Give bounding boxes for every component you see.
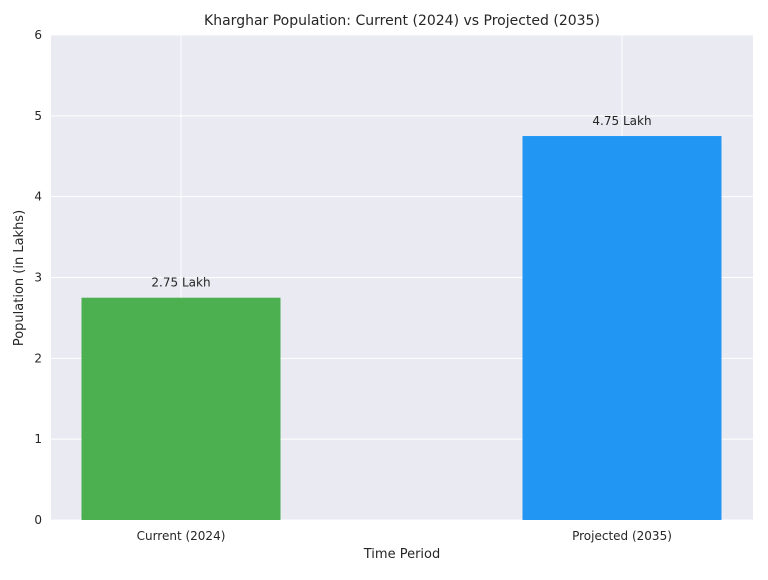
x-tick-label: Current (2024) [137, 529, 226, 543]
data-label: 2.75 Lakh [151, 276, 210, 290]
y-tick-label: 1 [34, 432, 42, 446]
data-labels: 2.75 Lakh 4.75 Lakh [151, 114, 651, 290]
y-tick-label: 4 [34, 190, 42, 204]
data-label: 4.75 Lakh [592, 114, 651, 128]
bar-current-2024 [81, 297, 281, 520]
y-tick-label: 2 [34, 351, 42, 365]
y-tick-labels: 0 1 2 3 4 5 6 [34, 28, 42, 527]
y-tick-label: 6 [34, 28, 42, 42]
x-tick-label: Projected (2035) [572, 529, 672, 543]
bar-projected-2035 [522, 136, 722, 520]
y-tick-label: 3 [34, 271, 42, 285]
x-tick-labels: Current (2024) Projected (2035) [137, 529, 672, 543]
bars [81, 136, 722, 520]
y-axis-label: Population (in Lakhs) [12, 210, 27, 346]
chart-title: Kharghar Population: Current (2024) vs P… [204, 13, 600, 29]
y-tick-label: 0 [34, 513, 42, 527]
x-axis-label: Time Period [363, 547, 440, 562]
y-tick-label: 5 [34, 109, 42, 123]
